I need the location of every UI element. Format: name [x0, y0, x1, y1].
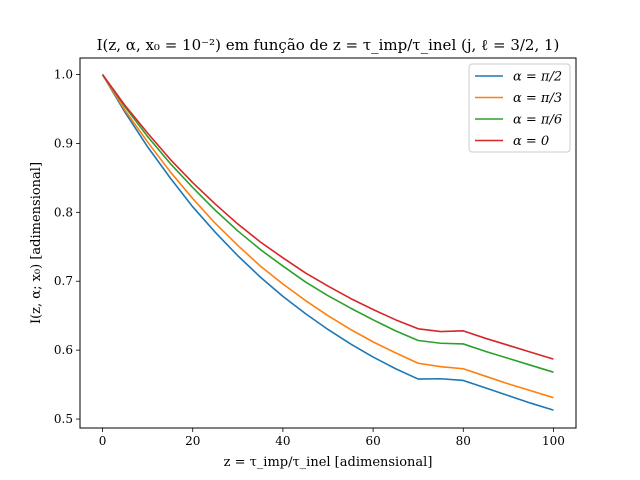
legend: α = π/2 α = π/3 α = π/6 α = 0: [468, 63, 571, 153]
x-tick-label: 0: [99, 434, 107, 448]
x-tick-label: 40: [275, 434, 290, 448]
x-tick-label: 100: [542, 434, 565, 448]
series-line-1: [101, 74, 554, 399]
series-group: [101, 74, 554, 411]
x-tick-label: 80: [456, 434, 471, 448]
legend-label-2: α = π/6: [513, 113, 562, 128]
legend-label-3: α = 0: [513, 134, 549, 149]
legend-label-1: α = π/3: [513, 91, 562, 106]
series-line-3: [101, 74, 554, 360]
y-axis-label: I(z, α; x₀) [adimensional]: [29, 162, 44, 324]
y-tick-label: 0.5: [54, 412, 73, 426]
series-line-2: [101, 74, 554, 373]
y-tick-label: 0.8: [54, 205, 73, 219]
x-tick-label: 20: [185, 434, 200, 448]
x-axis-label: z = τ_imp/τ_inel [adimensional]: [224, 455, 433, 470]
x-tick-label: 60: [365, 434, 380, 448]
y-tick-label: 0.7: [54, 274, 73, 288]
legend-frame: [468, 63, 571, 153]
y-tick-label: 0.6: [54, 343, 73, 357]
legend-label-0: α = π/2: [513, 70, 562, 85]
chart-title: I(z, α, x₀ = 10⁻²) em função de z = τ_im…: [97, 36, 560, 54]
y-tick-label: 0.9: [54, 136, 73, 150]
x-axis-ticks: 0 20 40 60 80 100: [99, 428, 565, 448]
y-tick-label: 1.0: [54, 68, 73, 82]
y-axis-ticks: 0.5 0.6 0.7 0.8 0.9 1.0: [54, 68, 80, 426]
legend-items: α = π/2 α = π/3 α = π/6 α = 0: [475, 70, 562, 149]
series-line-0: [101, 74, 554, 411]
plot-frame: [79, 57, 577, 429]
